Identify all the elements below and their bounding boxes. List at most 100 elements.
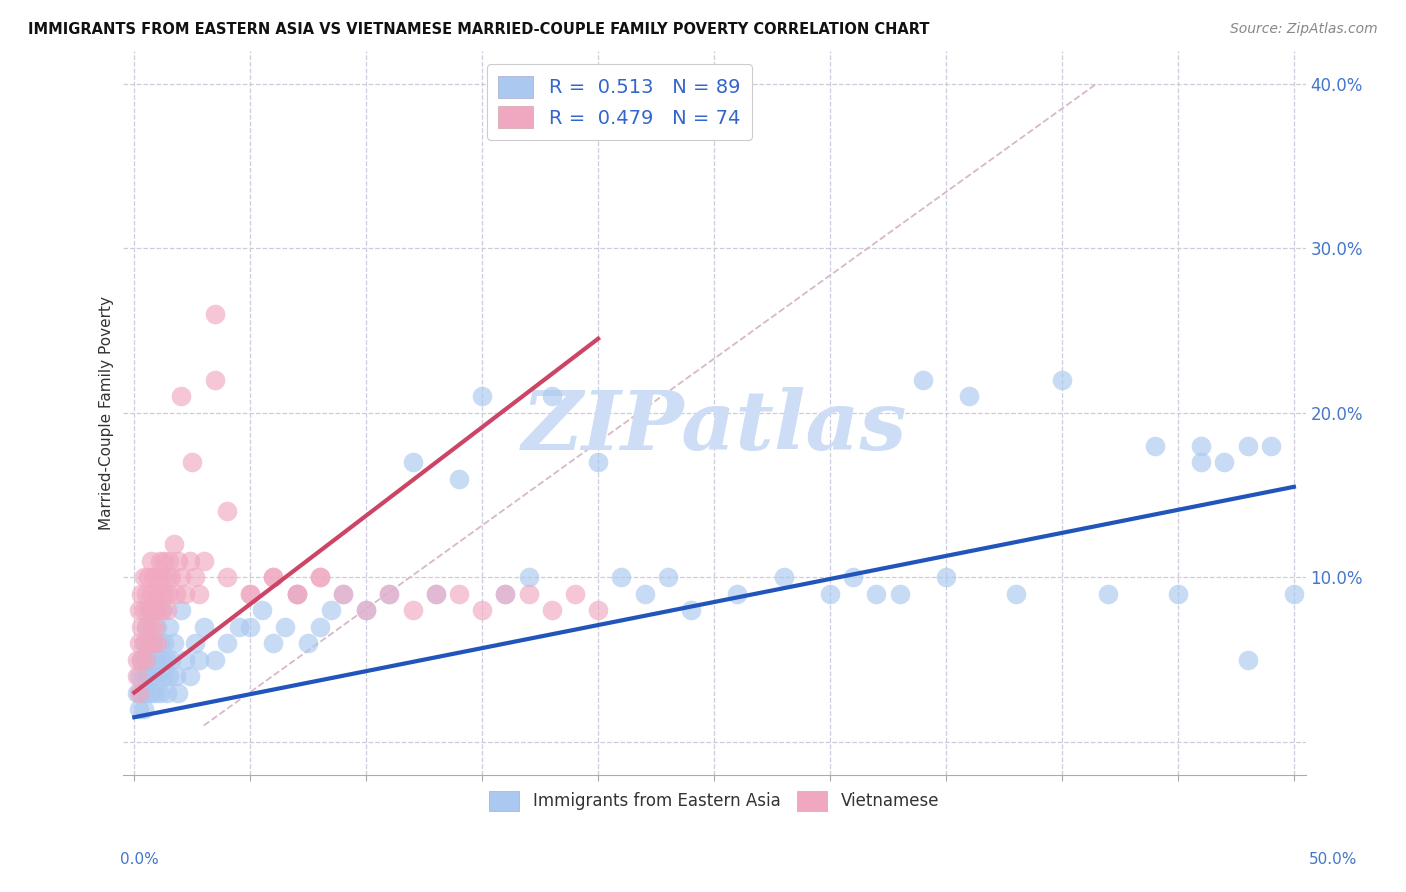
Point bbox=[156, 685, 179, 699]
Point bbox=[143, 652, 166, 666]
Point bbox=[725, 587, 748, 601]
Point bbox=[262, 570, 284, 584]
Point bbox=[129, 587, 152, 601]
Point bbox=[1143, 439, 1166, 453]
Point bbox=[1050, 373, 1073, 387]
Point bbox=[165, 669, 187, 683]
Point bbox=[239, 587, 262, 601]
Point bbox=[1004, 587, 1026, 601]
Point bbox=[146, 603, 169, 617]
Point bbox=[139, 652, 162, 666]
Point bbox=[188, 587, 211, 601]
Point bbox=[204, 307, 226, 321]
Point bbox=[136, 636, 159, 650]
Point bbox=[889, 587, 911, 601]
Point bbox=[143, 587, 166, 601]
Point bbox=[135, 620, 157, 634]
Point bbox=[125, 685, 148, 699]
Point bbox=[132, 636, 155, 650]
Point bbox=[167, 554, 190, 568]
Point bbox=[129, 620, 152, 634]
Point bbox=[153, 587, 176, 601]
Point bbox=[139, 685, 162, 699]
Point bbox=[215, 504, 238, 518]
Text: 50.0%: 50.0% bbox=[1309, 852, 1357, 867]
Point bbox=[139, 620, 162, 634]
Point bbox=[633, 587, 655, 601]
Point bbox=[204, 652, 226, 666]
Point bbox=[142, 603, 165, 617]
Point bbox=[143, 685, 166, 699]
Point bbox=[425, 587, 447, 601]
Point bbox=[239, 620, 262, 634]
Point bbox=[157, 554, 180, 568]
Point bbox=[142, 570, 165, 584]
Point bbox=[132, 669, 155, 683]
Point bbox=[262, 570, 284, 584]
Point bbox=[157, 587, 180, 601]
Point bbox=[157, 669, 180, 683]
Text: IMMIGRANTS FROM EASTERN ASIA VS VIETNAMESE MARRIED-COUPLE FAMILY POVERTY CORRELA: IMMIGRANTS FROM EASTERN ASIA VS VIETNAME… bbox=[28, 22, 929, 37]
Point bbox=[447, 472, 470, 486]
Point bbox=[935, 570, 957, 584]
Point bbox=[149, 587, 172, 601]
Point bbox=[136, 669, 159, 683]
Point bbox=[132, 603, 155, 617]
Point bbox=[139, 587, 162, 601]
Point bbox=[354, 603, 377, 617]
Point bbox=[957, 389, 980, 403]
Point bbox=[146, 620, 169, 634]
Point bbox=[911, 373, 934, 387]
Point bbox=[297, 636, 319, 650]
Legend: Immigrants from Eastern Asia, Vietnamese: Immigrants from Eastern Asia, Vietnamese bbox=[482, 785, 946, 817]
Point bbox=[193, 620, 215, 634]
Point bbox=[128, 685, 150, 699]
Point bbox=[1167, 587, 1189, 601]
Point bbox=[865, 587, 887, 601]
Point bbox=[274, 620, 297, 634]
Point bbox=[354, 603, 377, 617]
Point bbox=[215, 636, 238, 650]
Point bbox=[772, 570, 794, 584]
Point bbox=[146, 636, 169, 650]
Point bbox=[321, 603, 343, 617]
Point bbox=[842, 570, 865, 584]
Point bbox=[132, 636, 155, 650]
Point bbox=[128, 603, 150, 617]
Point bbox=[167, 685, 190, 699]
Point bbox=[135, 587, 157, 601]
Point bbox=[136, 603, 159, 617]
Point bbox=[170, 570, 193, 584]
Point bbox=[179, 554, 201, 568]
Point bbox=[136, 636, 159, 650]
Point bbox=[308, 570, 330, 584]
Point bbox=[1282, 587, 1305, 601]
Point bbox=[657, 570, 679, 584]
Point bbox=[181, 455, 204, 469]
Y-axis label: Married-Couple Family Poverty: Married-Couple Family Poverty bbox=[100, 296, 114, 530]
Point bbox=[378, 587, 401, 601]
Point bbox=[517, 570, 540, 584]
Point bbox=[125, 652, 148, 666]
Point bbox=[471, 603, 494, 617]
Point bbox=[174, 587, 197, 601]
Point bbox=[1189, 439, 1212, 453]
Point bbox=[332, 587, 354, 601]
Point bbox=[125, 669, 148, 683]
Point bbox=[378, 587, 401, 601]
Point bbox=[132, 702, 155, 716]
Point bbox=[447, 587, 470, 601]
Point bbox=[1189, 455, 1212, 469]
Point bbox=[156, 652, 179, 666]
Point bbox=[142, 636, 165, 650]
Text: ZIPatlas: ZIPatlas bbox=[522, 387, 907, 467]
Point bbox=[401, 603, 423, 617]
Point bbox=[494, 587, 516, 601]
Point bbox=[163, 537, 186, 551]
Point bbox=[586, 455, 609, 469]
Point bbox=[1213, 455, 1236, 469]
Point bbox=[586, 603, 609, 617]
Point bbox=[170, 603, 193, 617]
Point bbox=[165, 587, 187, 601]
Point bbox=[1097, 587, 1119, 601]
